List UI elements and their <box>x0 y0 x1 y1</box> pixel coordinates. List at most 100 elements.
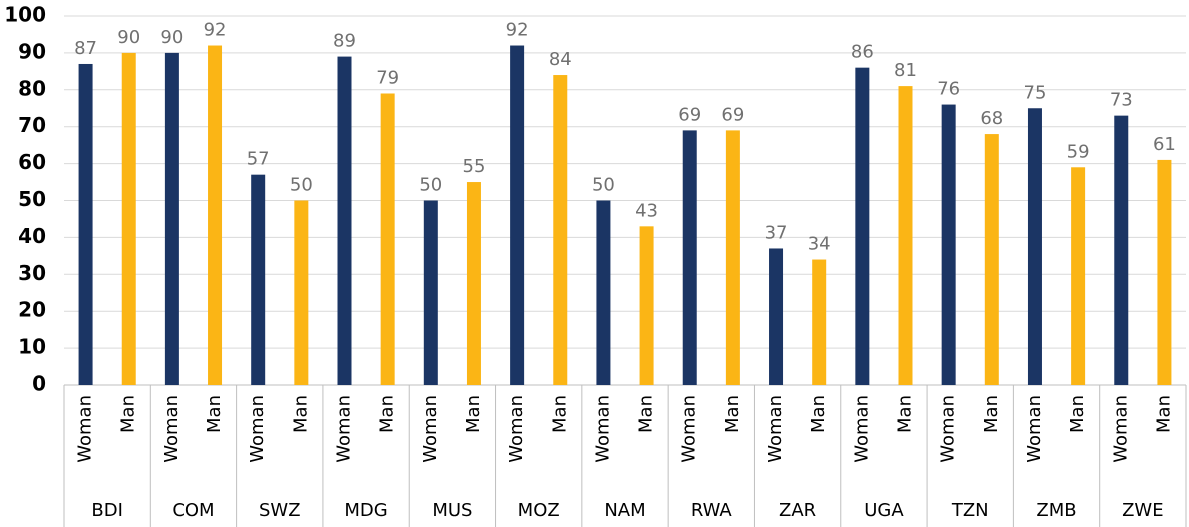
series-label: Woman <box>75 395 96 463</box>
series-label: Man <box>204 395 225 433</box>
category-label: ZAR <box>779 500 816 521</box>
value-label: 68 <box>980 108 1003 129</box>
value-label: 87 <box>74 38 97 59</box>
y-tick-label: 100 <box>4 3 46 27</box>
category-label: BDI <box>91 500 123 521</box>
bar <box>984 134 999 385</box>
series-label: Woman <box>679 395 700 463</box>
y-tick-label: 60 <box>18 150 46 174</box>
category-label: MDG <box>344 500 387 521</box>
category-label: SWZ <box>259 500 301 521</box>
bar <box>1157 159 1172 385</box>
bar <box>941 104 956 385</box>
value-label: 81 <box>894 60 917 81</box>
value-label: 50 <box>419 175 442 196</box>
series-label: Man <box>290 395 311 433</box>
value-label: 92 <box>506 20 529 41</box>
bar <box>725 130 740 385</box>
bar <box>121 52 136 386</box>
value-label: 34 <box>808 234 831 255</box>
value-label: 50 <box>290 175 313 196</box>
bar <box>337 56 352 386</box>
value-label: 84 <box>549 49 572 70</box>
series-label: Man <box>549 395 570 433</box>
value-label: 92 <box>204 20 227 41</box>
category-label: MUS <box>432 500 472 521</box>
bar <box>596 200 611 385</box>
value-label: 73 <box>1110 90 1133 111</box>
category-label: NAM <box>604 500 645 521</box>
y-tick-label: 0 <box>32 372 46 396</box>
series-label: Man <box>463 395 484 433</box>
value-label: 69 <box>721 104 744 125</box>
y-tick-label: 80 <box>18 76 46 100</box>
y-tick-label: 20 <box>18 298 46 322</box>
bar <box>682 130 697 385</box>
series-label: Woman <box>161 395 182 463</box>
series-label: Man <box>1153 395 1174 433</box>
y-tick-label: 70 <box>18 113 46 137</box>
bar <box>208 45 223 386</box>
series-label: Man <box>722 395 743 433</box>
value-label: 86 <box>851 42 874 63</box>
series-label: Woman <box>938 395 959 463</box>
value-label: 61 <box>1153 134 1176 155</box>
bar <box>812 259 827 385</box>
category-label: COM <box>172 500 214 521</box>
bar <box>251 174 266 385</box>
series-label: Woman <box>765 395 786 463</box>
bar <box>164 52 179 386</box>
series-label: Woman <box>247 395 268 463</box>
series-label: Woman <box>506 395 527 463</box>
y-tick-label: 10 <box>18 335 46 359</box>
bar <box>553 75 568 385</box>
bar <box>466 182 481 385</box>
value-label: 57 <box>247 149 270 170</box>
value-label: 43 <box>635 200 658 221</box>
bar <box>294 200 309 385</box>
series-label: Woman <box>592 395 613 463</box>
value-label: 90 <box>160 27 183 48</box>
series-label: Woman <box>334 395 355 463</box>
category-label: ZWE <box>1122 500 1164 521</box>
series-label: Man <box>808 395 829 433</box>
category-label: TZN <box>951 500 989 521</box>
y-tick-label: 90 <box>18 39 46 63</box>
bar <box>1027 108 1042 385</box>
value-label: 37 <box>765 222 788 243</box>
series-label: Man <box>118 395 139 433</box>
value-label: 79 <box>376 67 399 88</box>
value-label: 90 <box>117 27 140 48</box>
value-label: 89 <box>333 31 356 52</box>
value-label: 59 <box>1067 141 1090 162</box>
series-label: Man <box>636 395 657 433</box>
series-label: Man <box>377 395 398 433</box>
value-label: 50 <box>592 175 615 196</box>
value-label: 76 <box>937 79 960 100</box>
bar <box>1114 115 1129 385</box>
series-label: Woman <box>1024 395 1045 463</box>
category-label: RWA <box>691 500 733 521</box>
series-label: Woman <box>1110 395 1131 463</box>
category-label: UGA <box>864 500 904 521</box>
bar <box>855 67 870 385</box>
category-label: MOZ <box>518 500 560 521</box>
bar <box>380 93 395 386</box>
value-label: 69 <box>678 104 701 125</box>
value-label: 75 <box>1024 82 1047 103</box>
series-label: Woman <box>851 395 872 463</box>
y-tick-label: 50 <box>18 187 46 211</box>
category-label: ZMB <box>1036 500 1076 521</box>
bar <box>769 248 784 385</box>
series-label: Man <box>1067 395 1088 433</box>
bar <box>1071 167 1086 385</box>
y-tick-label: 40 <box>18 224 46 248</box>
value-label: 55 <box>463 156 486 177</box>
bar <box>898 86 913 386</box>
series-label: Woman <box>420 395 441 463</box>
bar <box>510 45 525 386</box>
bar <box>423 200 438 385</box>
series-label: Man <box>981 395 1002 433</box>
series-label: Man <box>895 395 916 433</box>
